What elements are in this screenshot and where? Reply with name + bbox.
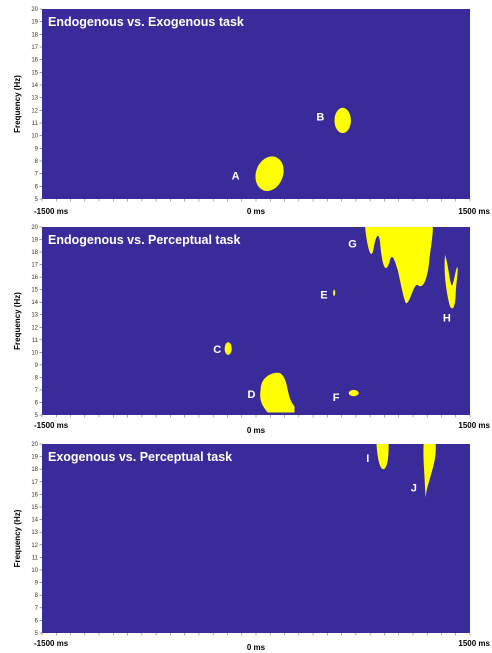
cluster-label-d: D xyxy=(247,389,255,401)
y-tick-label: 14 xyxy=(31,300,38,306)
y-tick-label: 9 xyxy=(35,581,39,587)
y-tick-label: 15 xyxy=(31,505,38,511)
cluster-f xyxy=(348,389,359,397)
x-tick-label-end: 1500 ms xyxy=(458,639,490,648)
y-tick-label: 8 xyxy=(35,593,39,599)
y-tick-label: 19 xyxy=(31,238,38,244)
y-tick-label: 10 xyxy=(31,134,38,140)
panel-title: Endogenous vs. Exogenous task xyxy=(48,15,244,29)
y-tick-label: 18 xyxy=(31,32,38,38)
y-axis-label: Frequency (Hz) xyxy=(13,292,22,350)
cluster-label-j: J xyxy=(411,482,417,494)
panel-title: Endogenous vs. Perceptual task xyxy=(48,233,240,247)
y-tick-label: 7 xyxy=(35,172,39,178)
cluster-h xyxy=(444,254,458,309)
cluster-b xyxy=(334,107,351,134)
y-tick-label: 9 xyxy=(35,146,39,152)
cluster-i xyxy=(376,444,389,470)
y-tick-label: 16 xyxy=(31,58,38,64)
y-tick-label: 16 xyxy=(31,492,38,498)
y-tick-label: 17 xyxy=(31,263,38,269)
panel-3: 5 6 7 8 9 10 11 12 13 14 15 16 17 18 19 20 Frequency (Hz… xyxy=(13,442,491,652)
panel-2: 5 6 7 8 9 10 11 12 13 14 15 16 17 18 19 20 Frequency (Hz… xyxy=(13,225,491,435)
y-tick-label: 15 xyxy=(31,70,38,76)
x-tick-label-start: -1500 ms xyxy=(34,207,69,216)
y-tick-label: 20 xyxy=(31,7,38,13)
plot-background xyxy=(42,444,470,633)
y-tick-label: 20 xyxy=(31,442,38,448)
cluster-label-f: F xyxy=(333,392,340,404)
y-tick-label: 6 xyxy=(35,618,39,624)
y-tick-label: 6 xyxy=(35,184,39,190)
cluster-label-b: B xyxy=(316,112,324,124)
panel-1: 5 6 7 8 9 10 11 12 13 14 15 16 17 18 19 20 Frequency (Hz… xyxy=(13,7,491,216)
y-tick-label: 12 xyxy=(31,108,38,114)
y-tick-label: 6 xyxy=(35,400,39,406)
x-tick-label-end: 1500 ms xyxy=(458,207,490,216)
y-tick-label: 10 xyxy=(31,568,38,574)
cluster-label-e: E xyxy=(320,289,327,301)
y-tick-label: 8 xyxy=(35,159,39,165)
plot-background xyxy=(42,9,470,199)
y-tick-label: 15 xyxy=(31,288,38,294)
cluster-label-i: I xyxy=(366,453,369,465)
cluster-d xyxy=(260,372,295,413)
y-tick-label: 20 xyxy=(31,225,38,231)
y-tick-label: 11 xyxy=(32,338,39,344)
y-tick-label: 11 xyxy=(32,555,39,561)
y-tick-label: 17 xyxy=(31,45,38,51)
y-tick-label: 8 xyxy=(35,375,39,381)
y-tick-label: 12 xyxy=(31,325,38,331)
y-tick-label: 18 xyxy=(31,250,38,256)
y-tick-label: 17 xyxy=(31,480,38,486)
x-tick-label-zero: 0 ms xyxy=(247,426,266,435)
y-tick-label: 10 xyxy=(31,350,38,356)
x-tick-label-start: -1500 ms xyxy=(34,421,69,430)
y-tick-label: 14 xyxy=(31,518,38,524)
y-tick-label: 14 xyxy=(31,83,38,89)
y-axis-label: Frequency (Hz) xyxy=(13,75,22,133)
y-tick-label: 19 xyxy=(31,455,38,461)
y-tick-label: 5 xyxy=(35,197,39,203)
cluster-label-h: H xyxy=(443,313,451,325)
cluster-e xyxy=(333,289,336,296)
y-tick-label: 12 xyxy=(31,543,38,549)
x-tick-label-end: 1500 ms xyxy=(458,421,490,430)
y-tick-label: 13 xyxy=(31,530,38,536)
y-tick-label: 13 xyxy=(31,96,38,102)
y-tick-label: 11 xyxy=(32,121,39,127)
y-tick-label: 5 xyxy=(35,631,39,637)
x-tick-label-zero: 0 ms xyxy=(247,643,266,652)
y-tick-label: 7 xyxy=(35,606,39,612)
cluster-label-g: G xyxy=(348,238,357,250)
cluster-label-c: C xyxy=(213,344,221,356)
y-tick-label: 7 xyxy=(35,388,39,394)
cluster-label-a: A xyxy=(232,170,240,182)
cluster-a xyxy=(255,156,284,191)
x-tick-label-start: -1500 ms xyxy=(34,639,69,648)
cluster-c xyxy=(224,342,232,355)
cluster-j xyxy=(423,444,436,499)
y-tick-label: 5 xyxy=(35,413,39,419)
y-tick-label: 13 xyxy=(31,313,38,319)
y-tick-label: 19 xyxy=(31,20,38,26)
x-tick-label-zero: 0 ms xyxy=(247,207,266,216)
y-axis-label: Frequency (Hz) xyxy=(13,509,22,567)
y-tick-label: 18 xyxy=(31,467,38,473)
cluster-g xyxy=(365,227,433,304)
panel-title: Exogenous vs. Perceptual task xyxy=(48,450,232,464)
y-tick-label: 9 xyxy=(35,363,39,369)
y-tick-label: 16 xyxy=(31,275,38,281)
